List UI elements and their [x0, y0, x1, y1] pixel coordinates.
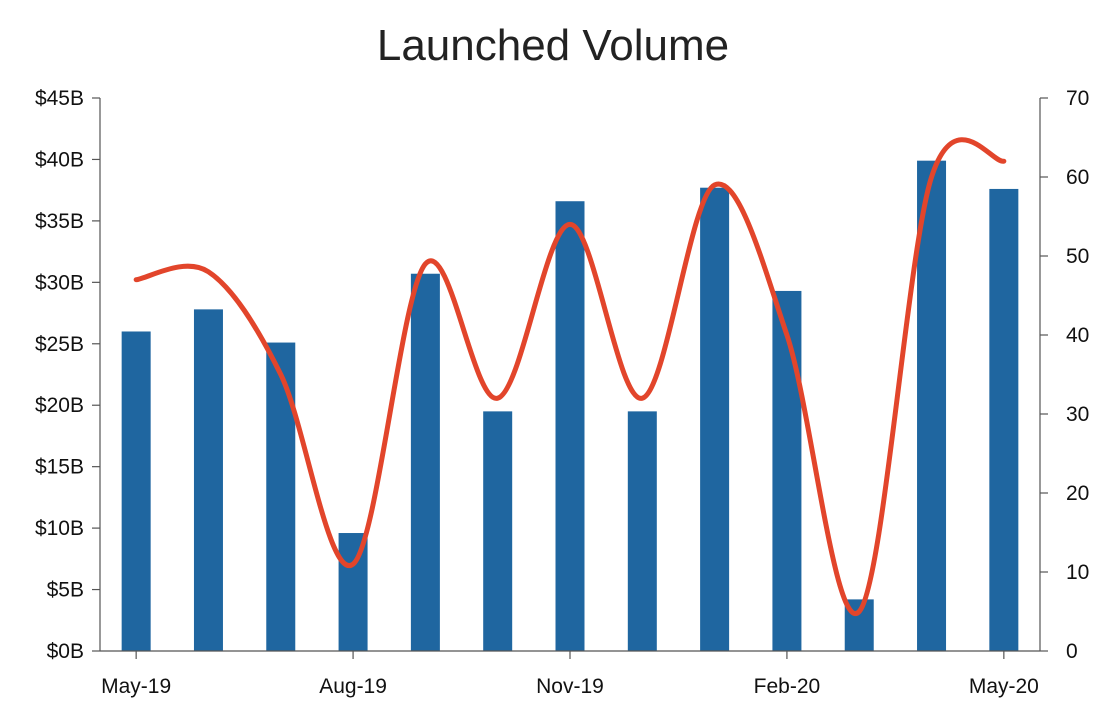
bar-Jan-20 — [700, 187, 730, 651]
y-left-tick-label: $30B — [35, 271, 84, 294]
chart-title: Launched Volume — [377, 21, 729, 70]
x-tick-label: May-19 — [101, 675, 171, 698]
y-right-tick-label: 60 — [1066, 166, 1089, 189]
bar-Dec-19 — [627, 411, 657, 651]
y-left-tick-label: $20B — [35, 394, 84, 417]
x-tick-label: Aug-19 — [319, 675, 387, 698]
bar-Feb-20 — [772, 290, 802, 651]
x-tick-label: Nov-19 — [536, 675, 604, 698]
y-left-tick-label: $0B — [47, 640, 84, 663]
bar-Sep-19 — [410, 273, 440, 651]
bar-May-19 — [121, 331, 151, 651]
y-left-tick-label: $35B — [35, 210, 84, 233]
axes-layer: $0B $5B $10B $15B $20B $25B $30B $35B $40B $45B 0 1… — [35, 87, 1089, 698]
line-series — [133, 137, 1007, 617]
bar-May-20 — [989, 188, 1019, 651]
x-tick-label: May-20 — [969, 675, 1039, 698]
y-left-tick-label: $40B — [35, 148, 84, 171]
bar-Jul-19 — [266, 342, 296, 651]
x-tick-label: Feb-20 — [754, 675, 821, 698]
y-right-tick-label: 20 — [1066, 482, 1089, 505]
y-right-tick-label: 30 — [1066, 403, 1089, 426]
y-right-tick-label: 0 — [1066, 640, 1078, 663]
y-right-tick-label: 40 — [1066, 324, 1089, 347]
y-left-tick-label: $45B — [35, 87, 84, 110]
line-layer — [133, 137, 1007, 617]
y-left-tick-label: $25B — [35, 333, 84, 356]
bar-Apr-20 — [917, 160, 947, 651]
y-right-tick-label: 50 — [1066, 245, 1089, 268]
bar-Oct-19 — [483, 411, 513, 651]
bar-Nov-19 — [555, 201, 585, 651]
y-left-tick-label: $5B — [47, 579, 84, 602]
bar-Aug-19 — [338, 533, 368, 651]
y-left-tick-label: $10B — [35, 517, 84, 540]
bar-Jun-19 — [193, 309, 223, 651]
bars-layer — [121, 160, 1019, 651]
y-right-tick-label: 70 — [1066, 87, 1089, 110]
y-left-tick-label: $15B — [35, 456, 84, 479]
y-right-tick-label: 10 — [1066, 561, 1089, 584]
